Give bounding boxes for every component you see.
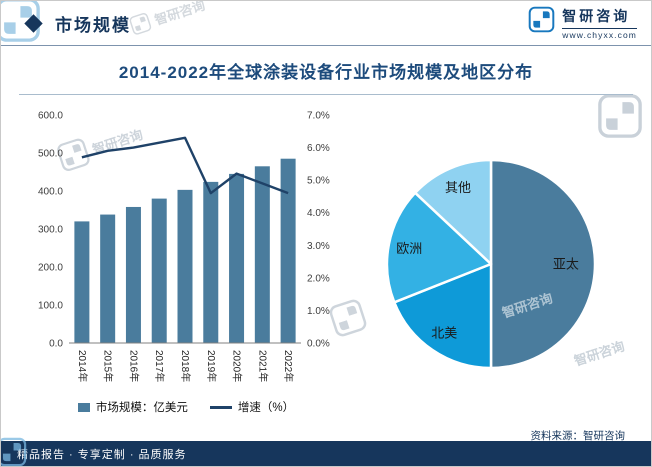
y-left-tick-label: 500.0: [38, 149, 63, 160]
watermark-logo: [597, 93, 643, 139]
x-tick-label: 2022年: [282, 350, 295, 382]
x-tick-label: 2021年: [256, 350, 269, 382]
title-divider: [19, 94, 633, 95]
y-right-tick-label: 4.0%: [307, 208, 330, 219]
bar-2018年: [177, 189, 193, 343]
pie-slice-亚太: [489, 158, 597, 370]
y-right-tick-label: 2.0%: [307, 273, 330, 284]
x-tick-label: 2019年: [205, 350, 218, 382]
brand-block: 智研咨询 www.chyxx.com: [528, 6, 637, 40]
brand-logo-icon: [528, 6, 555, 33]
pie-label-欧洲: 欧洲: [396, 241, 422, 256]
y-left-tick-label: 0.0: [49, 339, 63, 350]
x-tick-label: 2017年: [153, 350, 166, 382]
section-title: 市场规模: [55, 15, 131, 35]
x-tick-label: 2020年: [231, 350, 244, 382]
source-note: 资料来源：智研咨询: [530, 430, 626, 442]
page-title: 2014-2022年全球涂装设备行业市场规模及地区分布: [118, 63, 534, 82]
diamond-icon: [24, 13, 43, 33]
bar-2021年: [254, 166, 270, 343]
x-tick-label: 2018年: [179, 350, 192, 382]
legend-line-swatch: [209, 405, 232, 409]
y-right-tick-label: 1.0%: [307, 306, 330, 317]
header: 市场规模 智研咨询 www.chyxx.com: [1, 1, 651, 46]
footer-slogan: 精品报告 · 专享定制 · 品质服务: [17, 448, 187, 461]
bar-2016年: [125, 206, 141, 343]
footer-bar: 精品报告 · 专享定制 · 品质服务: [1, 441, 651, 466]
legend-line-label: 增速（%）: [237, 402, 295, 414]
legend-bar-label: 市场规模：亿美元: [95, 402, 188, 414]
y-right-tick-label: 7.0%: [307, 111, 330, 122]
bar-2020年: [229, 173, 245, 343]
y-right-tick-label: 6.0%: [307, 143, 330, 154]
bar-2022年: [280, 158, 296, 343]
x-tick-label: 2014年: [76, 350, 89, 382]
chart-legend: 市场规模：亿美元 增速（%）: [25, 399, 347, 415]
brand-site-url: www.chyxx.com: [562, 28, 637, 40]
brand-text: 智研咨询 www.chyxx.com: [562, 6, 637, 40]
y-left-tick-label: 200.0: [38, 263, 63, 274]
x-tick-label: 2016年: [127, 350, 140, 382]
y-left-tick-label: 400.0: [38, 187, 63, 198]
bar-2019年: [203, 181, 219, 343]
legend-bar-swatch: [77, 402, 90, 412]
y-left-tick-label: 100.0: [38, 301, 63, 312]
section-header: 市场规模: [24, 11, 131, 36]
brand-watermark-icon: [597, 93, 643, 139]
brand-name: 智研咨询: [562, 8, 631, 24]
y-right-tick-label: 5.0%: [307, 176, 330, 187]
pie-label-北美: 北美: [431, 325, 457, 340]
y-right-tick-label: 0.0%: [307, 339, 330, 350]
y-left-tick-label: 300.0: [38, 225, 63, 236]
y-left-tick-label: 600.0: [38, 111, 63, 122]
legend-item-line: 增速（%）: [209, 399, 295, 415]
y-right-tick-label: 3.0%: [307, 241, 330, 252]
pie-slice-北美: [393, 262, 493, 370]
legend-item-bars: 市场规模：亿美元: [77, 399, 188, 415]
x-tick-label: 2015年: [102, 350, 115, 382]
growth-rate-line: [81, 136, 289, 195]
pie-label-其他: 其他: [445, 180, 471, 195]
bar-2014年: [74, 221, 90, 343]
pie-slice-其他: [413, 158, 493, 266]
market-size-combo-chart: 0.0 100.0 200.0 300.0 400.0 500.0 600.0 0.0% 1.0…: [38, 111, 330, 383]
bar-2017年: [151, 198, 167, 343]
pie-label-亚太: 亚太: [553, 257, 579, 272]
pie-slice-欧洲: [385, 191, 493, 304]
bar-2015年: [100, 214, 116, 343]
